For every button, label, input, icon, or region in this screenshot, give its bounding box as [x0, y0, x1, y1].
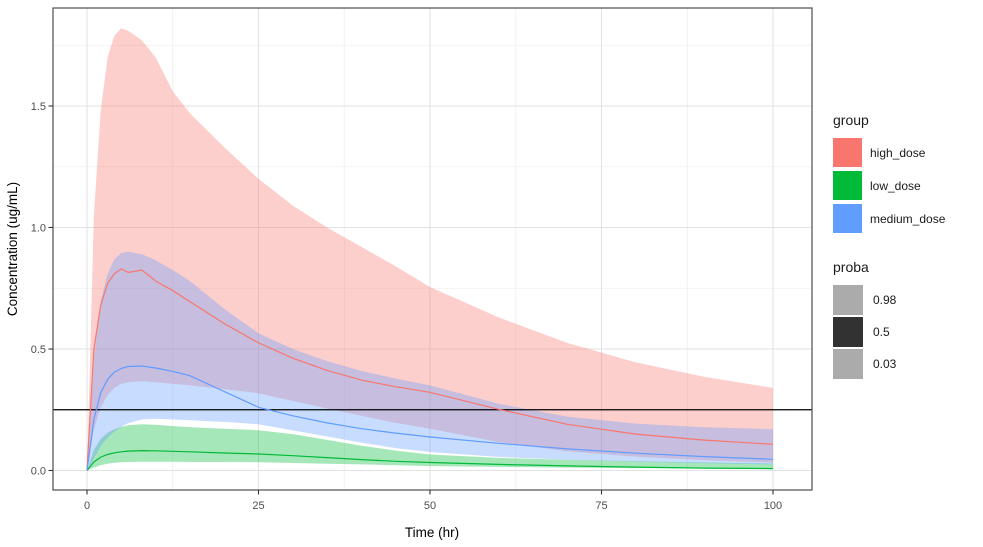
legend-swatch-proba-05	[833, 317, 863, 347]
legend-label-medium-dose: medium_dose	[870, 211, 946, 226]
legend-proba-title: proba	[833, 259, 869, 275]
panel-border	[52, 7, 813, 491]
legend-item-high-dose: high_dose	[833, 138, 983, 167]
legend-item-proba-003: 0.03	[833, 349, 983, 379]
y-tick-label: 1.0	[31, 222, 46, 234]
axis-ticks	[48, 105, 774, 495]
ribbon-high_dose	[87, 28, 773, 471]
legend-swatch-proba-003	[833, 349, 863, 379]
legend-item-medium-dose: medium_dose	[833, 204, 983, 233]
x-axis-title: Time (hr)	[405, 525, 459, 540]
legend-swatch-medium-dose	[833, 204, 862, 233]
y-tick-label: 0.5	[31, 344, 46, 356]
x-tick-label: 75	[595, 500, 607, 512]
legend-label-high-dose: high_dose	[870, 145, 926, 160]
legend-label-proba-05: 0.5	[873, 325, 890, 339]
legend-section-proba: proba 0.98 0.5 0.03	[833, 259, 983, 379]
legend-group-title: group	[833, 112, 869, 128]
median-line-low_dose	[86, 449, 774, 471]
legend-swatch-high-dose	[833, 138, 862, 167]
legend-label-proba-098: 0.98	[873, 293, 897, 307]
median-lines	[86, 268, 774, 471]
median-line-medium_dose	[86, 365, 774, 471]
x-tick-label: 100	[764, 500, 782, 512]
x-tick-label: 25	[252, 500, 264, 512]
y-axis-title: Concentration (ug/mL)	[5, 182, 20, 316]
ribbon-low_dose	[87, 424, 773, 471]
ribbon-medium_dose	[87, 251, 773, 471]
legend-label-proba-003: 0.03	[873, 357, 897, 371]
legend-section-group: group high_dose low_dose medium_dose	[833, 112, 983, 233]
legend-item-proba-098: 0.98	[833, 285, 983, 315]
panel-border-rect	[52, 7, 813, 491]
quantile-ribbons	[87, 28, 773, 471]
x-tick-label: 0	[84, 500, 90, 512]
legend: group high_dose low_dose medium_dose pro…	[833, 112, 983, 381]
x-tick-label: 50	[424, 500, 436, 512]
gridlines-minor	[53, 8, 812, 490]
legend-swatch-proba-098	[833, 285, 863, 315]
y-tick-label: 1.5	[31, 101, 46, 113]
axis-tick-labels: 0 25 50 75 100 0.0 0.5 1.0 1.5	[31, 101, 782, 512]
legend-item-low-dose: low_dose	[833, 171, 983, 200]
legend-label-low-dose: low_dose	[870, 178, 921, 193]
y-tick-label: 0.0	[31, 465, 46, 477]
legend-item-proba-05: 0.5	[833, 317, 983, 347]
legend-swatch-low-dose	[833, 171, 862, 200]
median-line-high_dose	[86, 268, 774, 471]
